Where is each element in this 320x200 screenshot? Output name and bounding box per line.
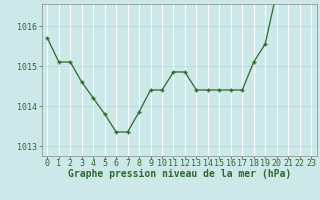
X-axis label: Graphe pression niveau de la mer (hPa): Graphe pression niveau de la mer (hPa) [68,169,291,179]
